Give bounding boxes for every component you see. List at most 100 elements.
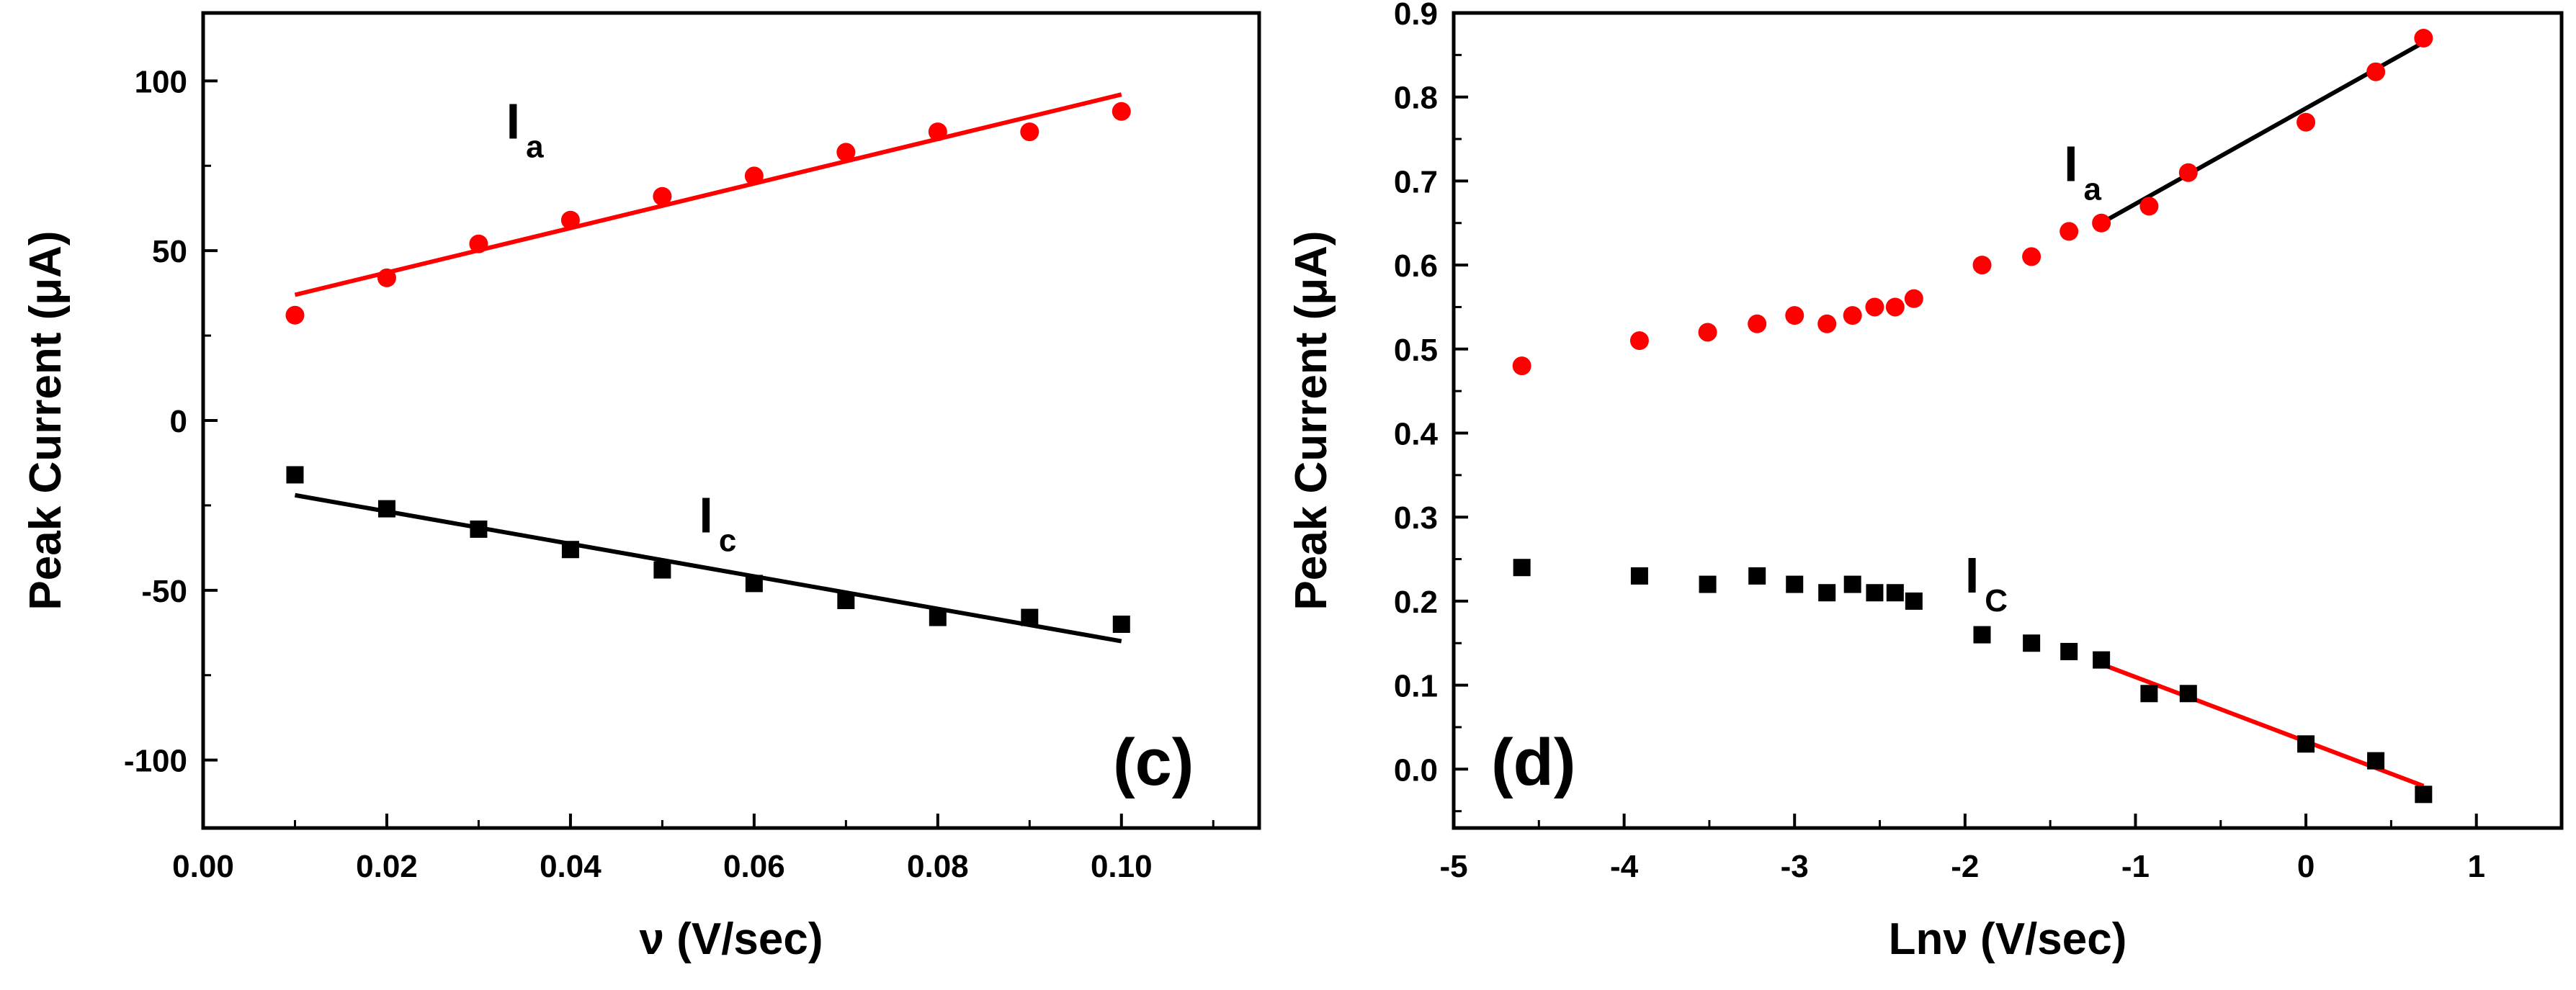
data-point-ia [285, 305, 305, 325]
x-axis-title: Lnν (V/sec) [1889, 914, 2127, 964]
series-label-sub: c [719, 523, 736, 559]
data-point-ia [1698, 323, 1717, 342]
data-point-ia [1748, 314, 1767, 333]
y-axis-title: Peak Current (μA) [21, 230, 71, 610]
data-point-ic [1112, 616, 1130, 633]
data-point-ic [837, 591, 855, 609]
x-tick-label: -4 [1610, 849, 1639, 884]
data-point-ia [560, 210, 580, 230]
data-point-ic [377, 500, 395, 518]
y-axis-title: Peak Current (μA) [1287, 230, 1336, 610]
fit-line-ic [294, 492, 1122, 644]
series-label-main: I [1965, 547, 1979, 603]
data-point-ia [2414, 29, 2433, 48]
data-point-ic [1843, 575, 1861, 593]
data-point-ic [1699, 575, 1717, 593]
series-label-main: I [2064, 135, 2078, 192]
x-axis-title: ν (V/sec) [639, 914, 823, 964]
data-point-ic [653, 561, 671, 579]
data-point-ia [1020, 122, 1039, 142]
data-point-ic [2415, 786, 2433, 804]
x-tick-label: 0 [2297, 849, 2315, 884]
panel-c: 0.00 0.02 0.04 0.06 0.08 0.10 100 50 0 -50 -100 ν (… [21, 11, 1261, 964]
y-tick-label: 0 [170, 404, 187, 439]
data-point-ia [2297, 112, 2316, 132]
data-point-ic [1866, 584, 1884, 602]
panel-d: -5 -4 -3 -2 -1 0 1 0.0 0.1 0.2 0.3 0.4 0.5 0.6 0.7 0.8 0… [1287, 0, 2564, 964]
data-point-ic [745, 575, 763, 593]
panel-label: (c) [1113, 726, 1194, 799]
data-point-ia [2022, 247, 2041, 266]
data-point-ic [286, 466, 304, 484]
data-point-ic [1886, 584, 1904, 602]
data-point-ic [2060, 642, 2078, 660]
x-tick-label: 1 [2467, 849, 2485, 884]
panel-label: (d) [1491, 726, 1575, 799]
series-label-main: I [506, 94, 520, 150]
y-tick-label: 0.4 [1394, 417, 1439, 452]
data-point-ia [1843, 306, 1862, 325]
x-tick-label: -2 [1951, 849, 1979, 884]
y-tick-label: 0.9 [1394, 0, 1438, 32]
x-tick-label: 0.00 [172, 849, 234, 884]
data-point-ia [1629, 331, 1649, 351]
series-label-sub: C [1985, 583, 2008, 618]
x-tick-label: 0.04 [540, 849, 601, 884]
data-point-ia [1112, 102, 1131, 121]
y-tick-label: 0.3 [1394, 500, 1438, 536]
y-tick-label: -100 [124, 744, 187, 779]
x-tick-label: 0.10 [1091, 849, 1153, 884]
fit-line-ia [294, 92, 1122, 297]
y-tick-label: 100 [135, 64, 187, 99]
data-point-ia [1885, 297, 1905, 317]
data-point-ic [561, 541, 579, 559]
y-tick-label: -50 [141, 574, 187, 609]
x-tick-label: 0.08 [907, 849, 969, 884]
data-point-ia [1972, 256, 1992, 275]
data-point-ic [1748, 567, 1766, 585]
y-tick-label: 0.6 [1394, 248, 1438, 284]
data-point-ia [1865, 297, 1884, 317]
data-point-ia [653, 186, 672, 206]
data-point-ia [928, 122, 947, 142]
data-point-ic [1630, 567, 1648, 585]
y-tick-label: 0.1 [1394, 669, 1438, 704]
data-point-ic [1786, 575, 1804, 593]
plot-frame [201, 11, 1261, 830]
y-tick-label: 0.8 [1394, 81, 1438, 116]
data-point-ic [2140, 685, 2158, 703]
data-point-ia [377, 268, 396, 287]
data-point-ia [836, 143, 856, 162]
data-point-ic [470, 520, 488, 538]
data-point-ia [2139, 197, 2159, 216]
x-tick-label: -5 [1439, 849, 1467, 884]
plot-frame [1452, 11, 2564, 830]
x-tick-label: 0.06 [723, 849, 785, 884]
series-label-main: I [699, 487, 712, 544]
x-tick-label: -1 [2121, 849, 2150, 884]
data-point-ic [1973, 626, 1991, 644]
data-point-ia [1512, 356, 1531, 376]
data-point-ia [1817, 314, 1837, 333]
data-point-ia [2092, 213, 2111, 233]
data-point-ia [1785, 306, 1804, 325]
data-point-ic [1021, 608, 1039, 626]
y-tick-label: 0.0 [1394, 752, 1438, 788]
data-point-ic [2297, 735, 2315, 753]
x-tick-label: 0.02 [356, 849, 418, 884]
series-label-sub: a [2084, 171, 2102, 207]
data-point-ia [1904, 289, 1923, 308]
series-label-sub: a [526, 130, 544, 165]
y-tick-label: 0.5 [1394, 333, 1438, 368]
data-point-ia [2366, 62, 2386, 81]
y-tick-label: 50 [152, 234, 187, 269]
data-point-ic [2179, 685, 2197, 703]
data-point-ic [1905, 592, 1923, 610]
data-point-ic [1513, 559, 1531, 577]
data-point-ic [1818, 584, 1836, 602]
data-point-ic [2093, 651, 2111, 669]
